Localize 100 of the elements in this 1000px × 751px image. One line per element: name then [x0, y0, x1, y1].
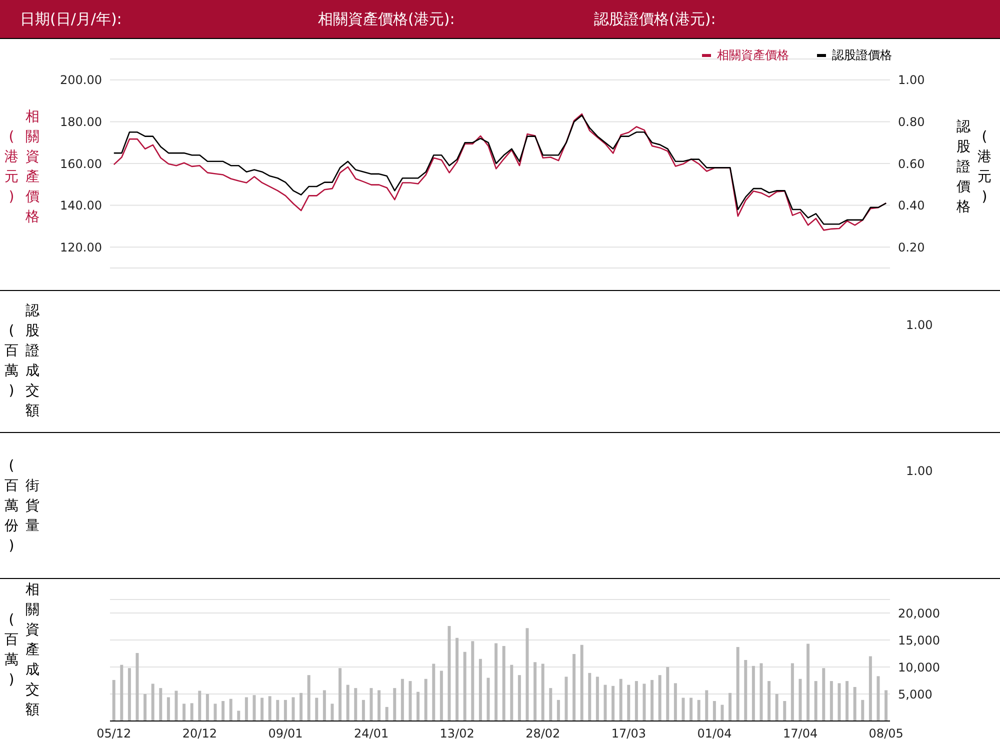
- bar: [198, 690, 202, 721]
- bar: [471, 641, 474, 721]
- bar: [393, 688, 396, 721]
- bar: [448, 626, 451, 721]
- bar: [440, 670, 443, 721]
- bar: [300, 692, 303, 721]
- bar: [190, 703, 194, 721]
- bar: [861, 700, 864, 721]
- bar: [838, 683, 841, 721]
- bar: [159, 688, 162, 721]
- bar: [330, 704, 334, 721]
- bar: [697, 700, 700, 721]
- y2-tick-label: 0.80: [898, 114, 925, 129]
- bar: [182, 704, 186, 721]
- bar: [541, 664, 544, 721]
- bar: [853, 686, 856, 721]
- bar: [814, 681, 818, 721]
- bar: [252, 695, 256, 721]
- bar: [284, 700, 287, 721]
- bar: [580, 644, 584, 721]
- bar: [510, 664, 514, 721]
- bar: [619, 678, 622, 721]
- x-tick-label: 09/01: [268, 726, 303, 741]
- bar: [868, 656, 872, 721]
- y-tick-label: 200.00: [60, 73, 102, 88]
- text: 1.00: [906, 317, 933, 333]
- x-tick-label: 08/05: [868, 726, 904, 741]
- bar: [206, 694, 209, 721]
- text: 日期(日/月/年):: [20, 10, 122, 29]
- bar: [822, 668, 826, 721]
- text: 街貨量(百萬份): [4, 458, 40, 554]
- bar: [378, 690, 381, 721]
- bar: [400, 678, 404, 721]
- bar: [120, 664, 124, 721]
- bar: [463, 652, 466, 721]
- bar: [768, 681, 771, 721]
- bar: [682, 698, 685, 721]
- bar: [136, 652, 139, 721]
- bar: [526, 628, 529, 721]
- bar: [128, 668, 131, 721]
- bar: [712, 701, 716, 721]
- bar: [634, 681, 638, 721]
- bar: [494, 643, 498, 721]
- bar: [346, 684, 350, 721]
- bar: [705, 690, 708, 721]
- bar: [674, 683, 677, 721]
- bar: [720, 704, 724, 721]
- bar: [244, 697, 248, 721]
- y-tick-label: 160.00: [60, 156, 102, 171]
- y2-tick-label: 1.00: [898, 73, 925, 88]
- bar: [486, 678, 490, 721]
- bar: [144, 694, 147, 721]
- bar: [432, 664, 436, 721]
- bar: [588, 672, 592, 721]
- bar: [556, 700, 560, 721]
- bar: [408, 681, 412, 721]
- y-tick-label: 5,000: [898, 687, 932, 702]
- x-tick-label: 20/12: [182, 726, 217, 741]
- text: 相關資產價格(港元): [4, 109, 40, 225]
- bar: [572, 654, 576, 721]
- bar: [876, 676, 880, 721]
- legend-label: 認股證價格: [832, 47, 892, 64]
- bar: [744, 660, 748, 721]
- y-tick-label: 120.00: [60, 240, 102, 254]
- bar: [151, 684, 154, 721]
- bar: [728, 692, 732, 721]
- legend-label: 相關資產價格: [717, 47, 789, 64]
- bar: [370, 688, 373, 721]
- bar: [658, 675, 662, 721]
- bar: [416, 692, 420, 721]
- bar: [642, 684, 646, 721]
- y-tick-label: 10,000: [898, 660, 940, 674]
- bar: [502, 646, 506, 721]
- bar: [564, 676, 568, 721]
- bar: [790, 663, 794, 721]
- y2-tick-label: 0.40: [898, 198, 925, 213]
- bar: [604, 684, 607, 721]
- y2-tick-label: 0.20: [898, 240, 925, 254]
- bar: [456, 638, 459, 721]
- bar: [775, 694, 778, 721]
- y2-tick-label: 0.60: [898, 156, 925, 171]
- bar: [292, 697, 295, 721]
- bar: [666, 667, 670, 721]
- x-tick-label: 28/02: [526, 726, 560, 741]
- text: 認股證成交額(百萬): [4, 303, 40, 419]
- bar: [354, 688, 358, 721]
- bar: [534, 662, 537, 721]
- text: 1.00: [906, 463, 933, 479]
- bar: [229, 698, 232, 721]
- bar: [846, 681, 849, 721]
- y-tick-label: 140.00: [60, 198, 102, 213]
- bar: [276, 700, 280, 721]
- bar: [798, 678, 802, 721]
- x-tick-label: 17/03: [611, 726, 646, 741]
- bar: [385, 706, 388, 721]
- bar: [612, 686, 615, 721]
- bar: [112, 680, 116, 721]
- bar: [549, 688, 552, 721]
- y-tick-label: 180.00: [60, 114, 102, 129]
- x-tick-label: 01/04: [697, 726, 732, 741]
